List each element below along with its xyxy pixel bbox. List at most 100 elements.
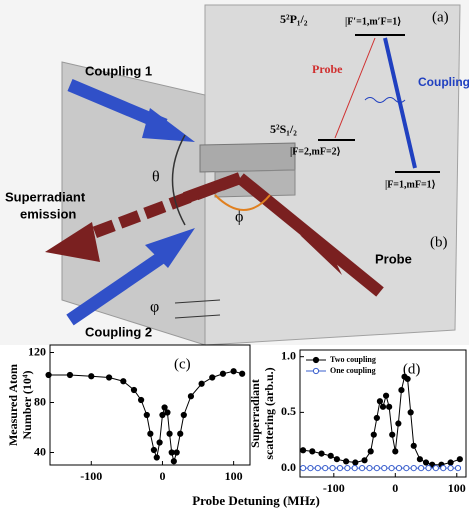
panel-label: (a) [432, 9, 449, 25]
data-point [408, 410, 413, 415]
data-point [231, 369, 236, 374]
data-point [162, 405, 167, 410]
angle-label: φ [150, 299, 159, 316]
x-tick-label: 0 [159, 469, 165, 483]
data-point [382, 465, 387, 470]
data-point [334, 457, 339, 462]
angle-label: θ [152, 169, 160, 186]
beam-label: Probe [375, 251, 412, 266]
data-point [448, 460, 453, 465]
data-point [171, 459, 176, 464]
y-axis-label: Number (10⁴) [20, 370, 34, 439]
data-point [390, 432, 395, 437]
legend-marker [313, 368, 318, 373]
data-point [106, 375, 111, 380]
legend-label: Two coupling [330, 355, 376, 364]
data-point [121, 379, 126, 384]
data-point [144, 412, 149, 417]
x-axis-label: Probe Detuning (MHz) [192, 493, 320, 508]
beam-label: Coupling 2 [85, 324, 152, 339]
data-point [165, 410, 170, 415]
data-point [448, 465, 453, 470]
state-label: |F=1,mF=1⟩ [385, 179, 436, 190]
data-point [380, 404, 385, 409]
level-label: 5²P₁/₂ [280, 12, 308, 26]
data-point [308, 465, 313, 470]
data-point [199, 381, 204, 386]
data-point [359, 465, 364, 470]
legend-label: One coupling [330, 366, 376, 375]
data-point [328, 453, 333, 458]
data-point [169, 450, 174, 455]
plot-frame [50, 345, 250, 465]
data-point [154, 455, 159, 460]
data-point [139, 397, 144, 402]
data-point [345, 465, 350, 470]
x-tick-label: -100 [80, 469, 102, 483]
data-point [399, 388, 404, 393]
data-point [188, 394, 193, 399]
data-point [377, 399, 382, 404]
x-tick-label: 100 [448, 481, 466, 495]
series-line [303, 377, 460, 465]
data-point [181, 412, 186, 417]
data-point [433, 465, 438, 470]
data-point [417, 457, 422, 462]
data-point [174, 450, 179, 455]
data-point [374, 465, 379, 470]
data-point [374, 415, 379, 420]
data-point [368, 449, 373, 454]
data-point [148, 431, 153, 436]
data-point [323, 465, 328, 470]
angle-label: ϕ [235, 209, 243, 226]
plot-frame [300, 350, 466, 477]
data-point [405, 376, 410, 381]
data-point [220, 371, 225, 376]
state-label: |F=2,mF=2⟩ [290, 146, 341, 157]
x-tick-label: 0 [392, 481, 398, 495]
panel-label: (c) [174, 356, 191, 372]
data-point [157, 440, 162, 445]
data-point [67, 372, 72, 377]
data-point [319, 451, 324, 456]
y-tick-label: 80 [34, 394, 46, 408]
y-tick-label: 0.5 [281, 404, 296, 418]
y-tick-label: 120 [28, 344, 46, 358]
panel-label: (b) [430, 234, 448, 250]
data-point [371, 432, 376, 437]
data-point [310, 449, 315, 454]
data-point [367, 465, 372, 470]
y-axis-label: Measured Atom [6, 364, 20, 446]
data-point [330, 465, 335, 470]
data-point [455, 465, 460, 470]
data-point [352, 465, 357, 470]
data-point [393, 449, 398, 454]
legend-marker [313, 357, 318, 362]
data-point [411, 465, 416, 470]
data-point [167, 431, 172, 436]
x-tick-label: -100 [323, 481, 345, 495]
data-point [89, 374, 94, 379]
data-point [396, 465, 401, 470]
figure: 5²P₁/₂ 5²S₁/₂ |F′=1,m′F=1⟩ |F=2,mF=2⟩ |F… [0, 0, 469, 512]
data-point [300, 465, 305, 470]
state-label: |F′=1,m′F=1⟩ [345, 16, 401, 27]
data-point [337, 465, 342, 470]
data-point [419, 465, 424, 470]
data-point [404, 465, 409, 470]
data-point [387, 404, 392, 409]
data-point [389, 465, 394, 470]
level-label: 5²S₁/₂ [270, 122, 297, 136]
data-point [344, 459, 349, 464]
data-point [240, 371, 245, 376]
data-point [411, 443, 416, 448]
beam-label: Superradiant [5, 189, 86, 204]
data-point [457, 457, 462, 462]
y-axis-label: scattering (arb.u.) [262, 367, 276, 459]
data-point [383, 393, 388, 398]
y-axis-label: Superradiant [248, 379, 262, 448]
data-point [46, 372, 51, 377]
data-point [178, 431, 183, 436]
x-tick-label: 100 [225, 469, 243, 483]
data-point [131, 387, 136, 392]
